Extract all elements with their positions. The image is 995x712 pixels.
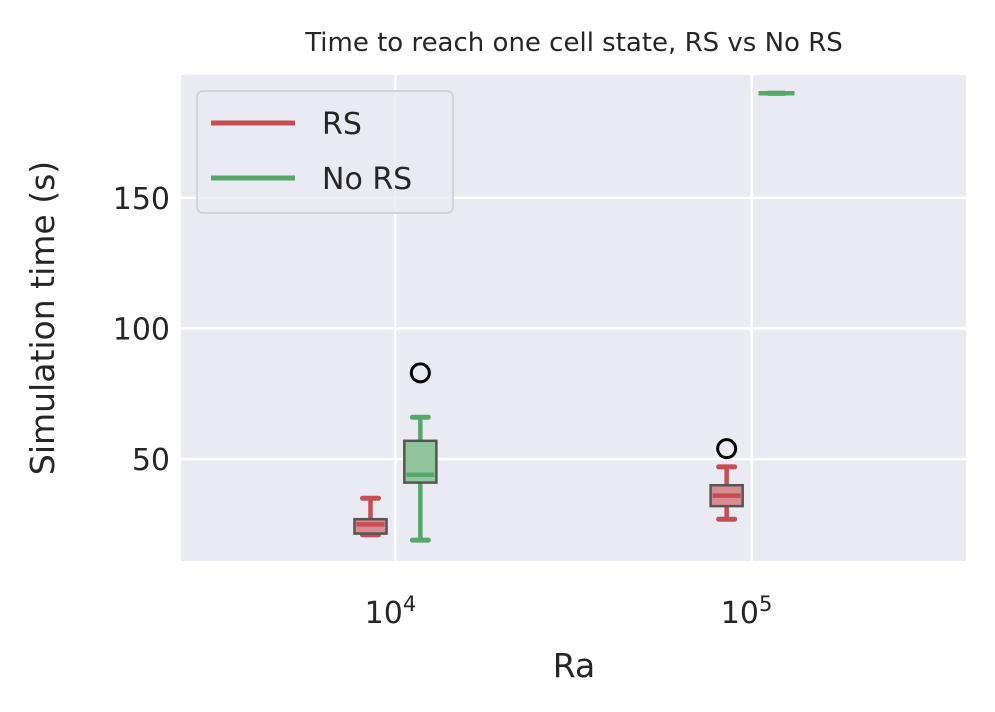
axis-ticks: 50 100 150 104 105 — [113, 182, 773, 631]
chart-title: Time to reach one cell state, RS vs No R… — [304, 28, 843, 58]
x-axis-label: Ra — [553, 646, 595, 685]
y-tick-label: 150 — [113, 182, 170, 217]
x-tick-label: 104 — [365, 592, 417, 631]
box-0 — [353, 495, 388, 538]
legend: RS No RS — [196, 90, 454, 214]
box-plots — [353, 90, 795, 543]
y-axis-label: Simulation time (s) — [23, 161, 62, 475]
box-1 — [403, 362, 438, 543]
y-tick-label: 50 — [132, 443, 170, 478]
outlier-point — [716, 438, 738, 460]
legend-label-rs: RS — [322, 107, 362, 142]
x-tick-label: 105 — [721, 592, 773, 631]
box-0 — [709, 438, 744, 522]
legend-label-no-rs: No RS — [322, 162, 412, 197]
y-tick-label: 100 — [113, 312, 170, 347]
outlier-point — [409, 362, 431, 384]
